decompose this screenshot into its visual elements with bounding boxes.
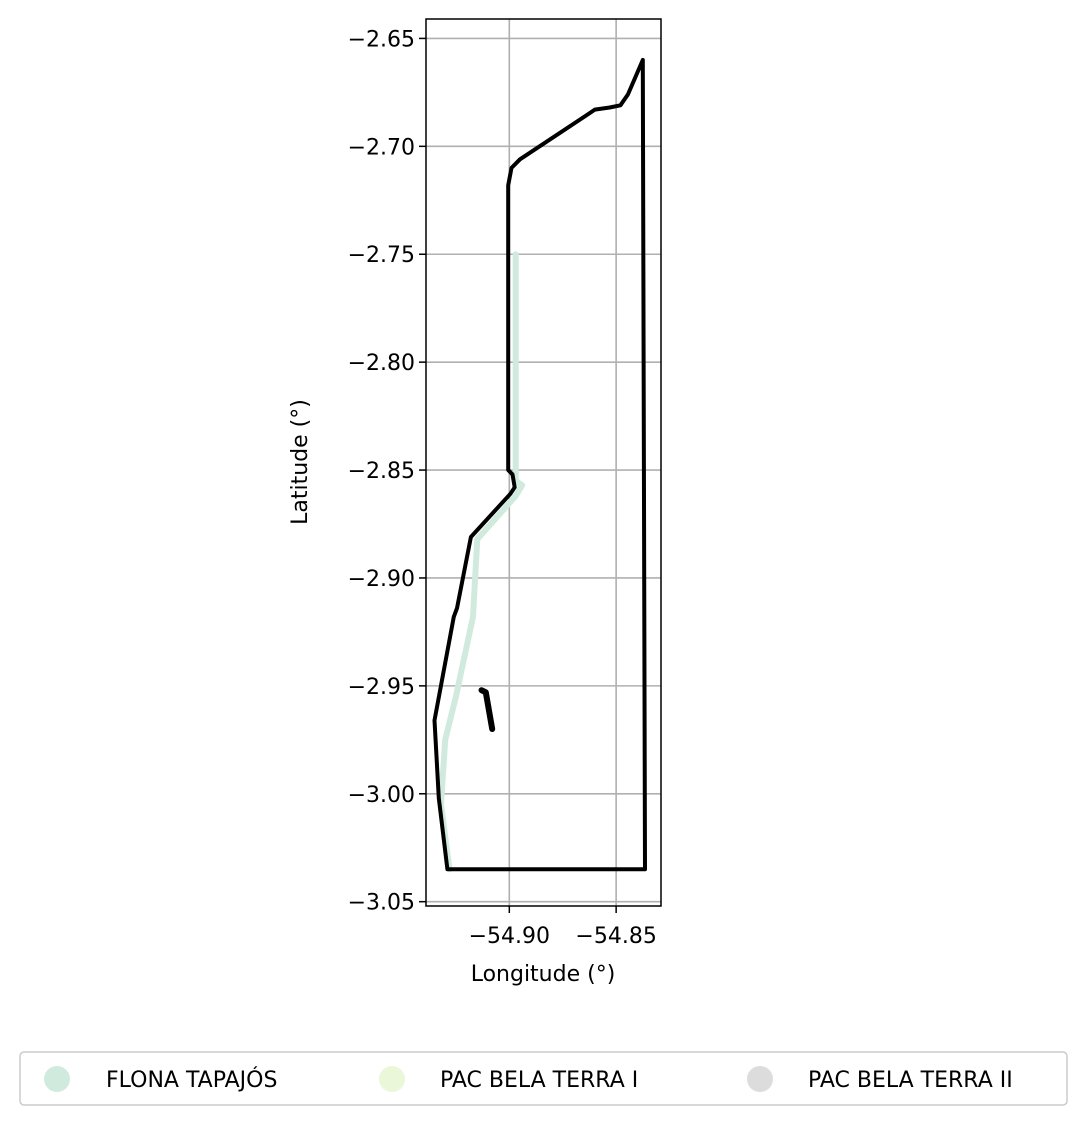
x-axis-label: Longitude (°) [471,962,616,987]
y-tick-label: −2.80 [348,351,415,376]
map-layer-pac-bela-terra-ii [478,687,496,732]
legend-marker-pac-bela-terra-i [379,1066,405,1092]
y-axis-label: Latitude (°) [288,399,313,525]
y-tick-label: −2.75 [348,243,415,268]
legend-label-flona-tapajos: FLONA TAPAJÓS [106,1067,277,1093]
map-layer-flona-tapajos [438,251,526,873]
legend-marker-pac-bela-terra-ii [747,1066,773,1092]
legend-box [19,1051,1068,1106]
y-tick-label: −2.90 [348,567,415,592]
y-axis-ticks: −2.65 −2.70 −2.75 −2.80 −2.85 −2.90 −2.95 −3.00… [348,27,426,916]
axes-frame [425,18,662,907]
y-tick-label: −3.00 [348,783,415,808]
map-layers [432,58,647,873]
legend-label-pac-bela-terra-i: PAC BELA TERRA I [440,1068,638,1093]
y-tick-label: −2.95 [348,675,415,700]
legend: FLONA TAPAJÓS PAC BELA TERRA I PAC BELA … [19,1051,1068,1106]
legend-marker-flona-tapajos [44,1066,70,1092]
y-tick-label: −2.70 [348,135,415,160]
x-tick-label: −54.90 [469,924,550,949]
legend-label-pac-bela-terra-ii: PAC BELA TERRA II [808,1068,1013,1093]
map-layer-pac-bela-terra-i [432,58,647,872]
x-axis-ticks: −54.90 −54.85 [469,906,657,949]
y-tick-label: −2.85 [348,459,415,484]
x-tick-label: −54.85 [575,924,656,949]
y-tick-label: −2.65 [348,27,415,52]
y-tick-label: −3.05 [348,891,415,916]
